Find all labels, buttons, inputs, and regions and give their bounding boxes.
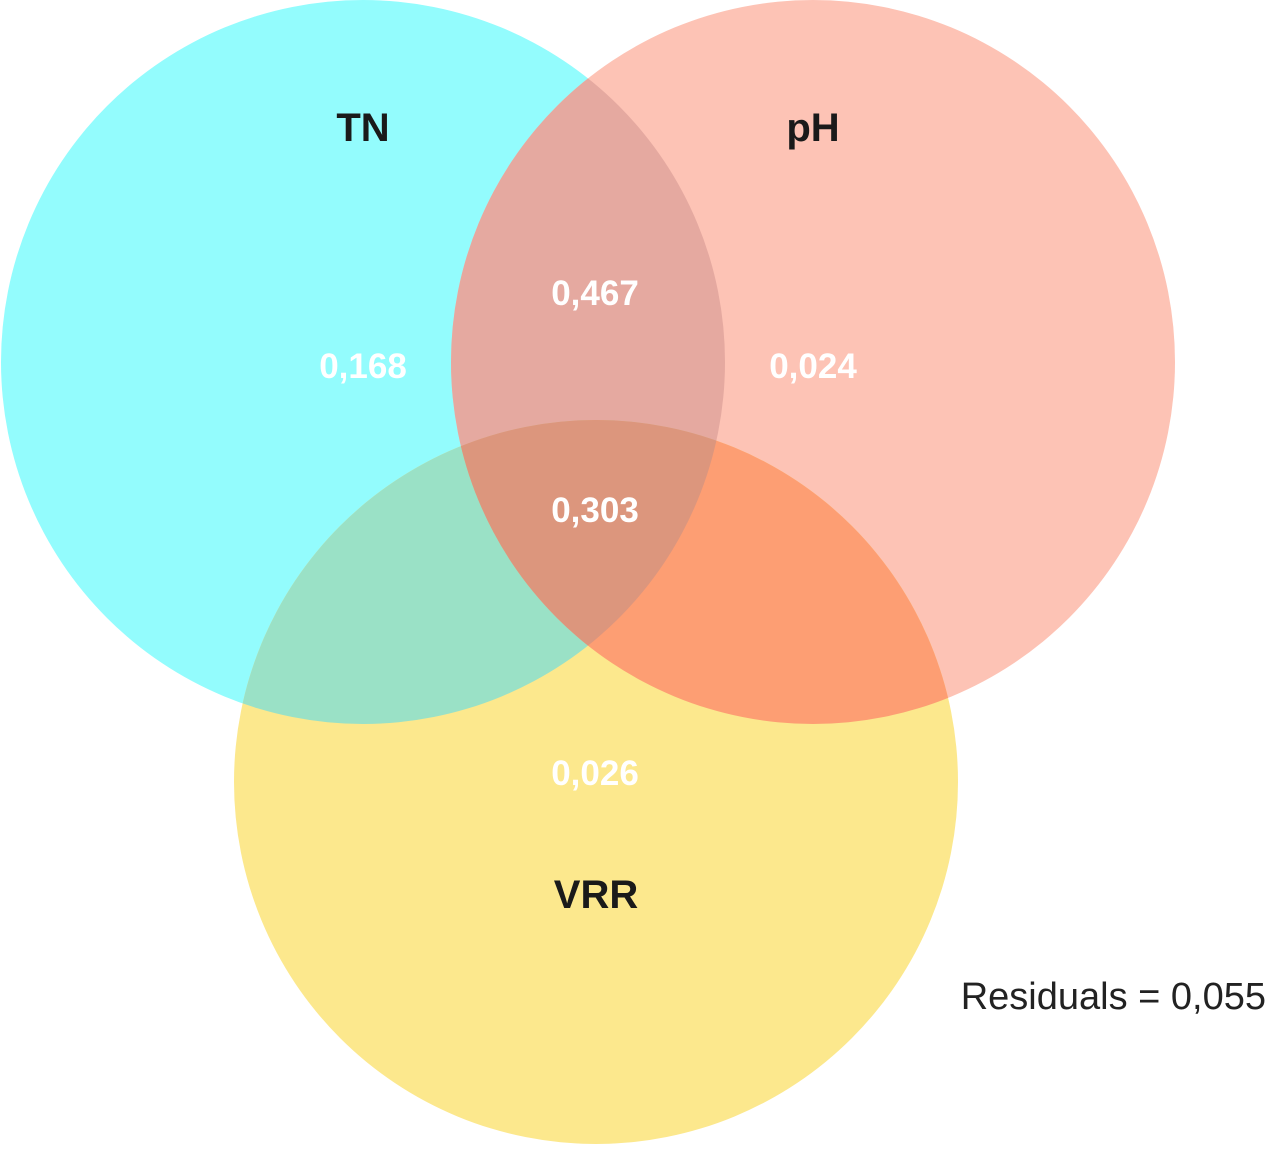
vrr-only-value: 0,026 <box>551 754 639 793</box>
tn-only-value: 0,168 <box>319 347 407 386</box>
tn-label: TN <box>336 106 389 150</box>
ph-only-value: 0,024 <box>769 347 857 386</box>
tn-ph-value: 0,467 <box>551 274 639 313</box>
tn-ph-vrr-value: 0,303 <box>551 491 639 530</box>
vrr-label: VRR <box>554 873 639 917</box>
ph-label: pH <box>786 106 839 150</box>
residuals-text: Residuals = 0,055 <box>961 976 1266 1018</box>
